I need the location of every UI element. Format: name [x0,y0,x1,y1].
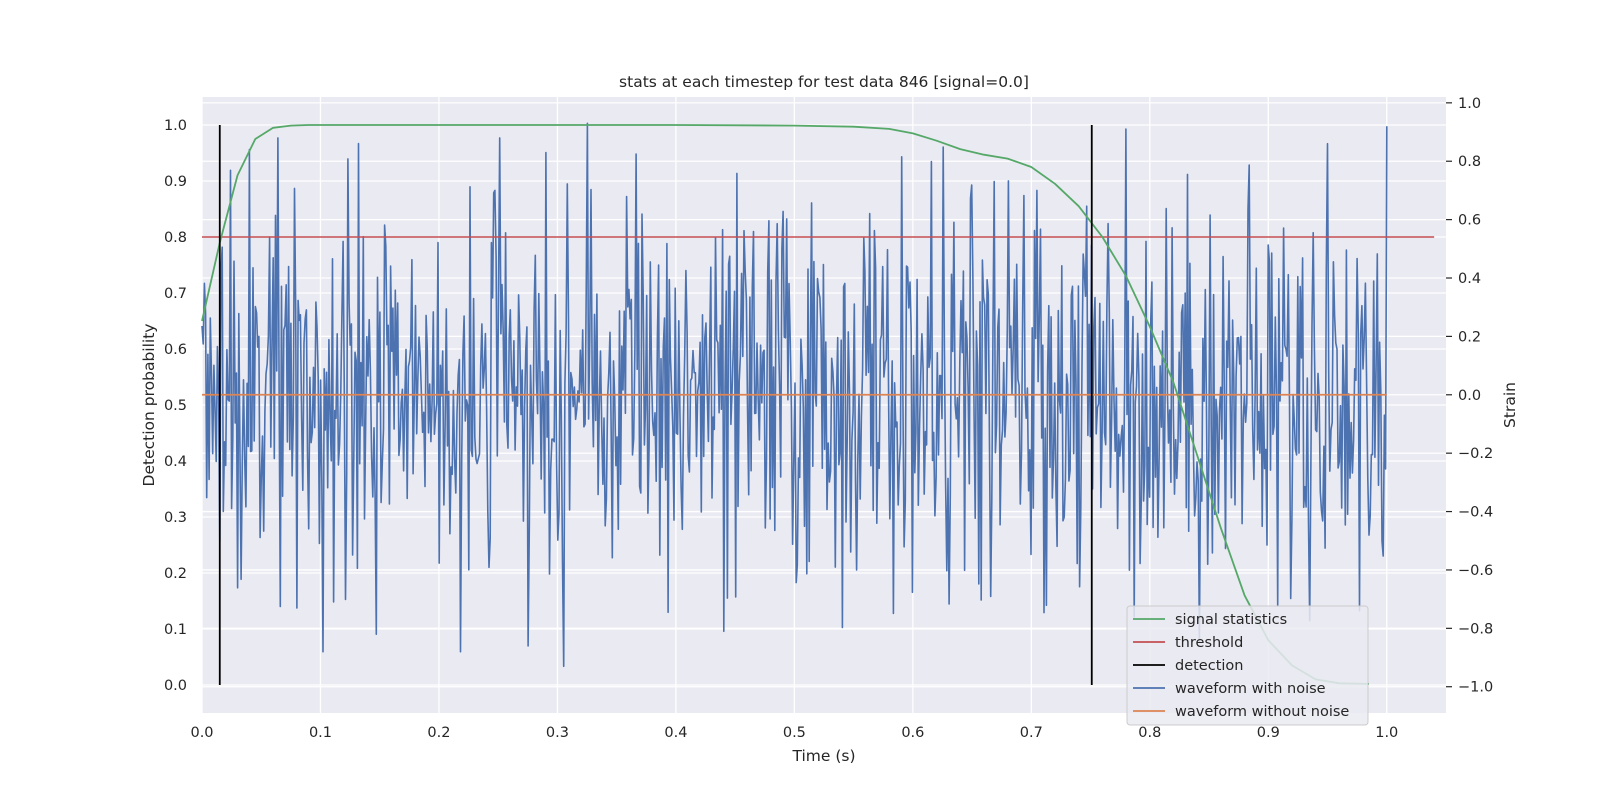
x-tick-label: 0.3 [546,725,569,741]
x-axis-label: Time (s) [791,747,855,765]
y-axis-right-label: Strain [1501,382,1519,428]
y-right-tick-label: −0.4 [1458,505,1493,521]
y-right-tick-label: −0.8 [1458,621,1493,637]
y-right-tick-label: −1.0 [1458,680,1493,696]
y-right-tick-label: 0.0 [1458,388,1481,404]
y-left-tick-label: 0.4 [164,454,187,470]
y-left-tick-label: 0.2 [164,566,187,582]
chart-title: stats at each timestep for test data 846… [619,73,1029,91]
legend-label: signal statistics [1175,612,1287,628]
y-right-tick-label: 0.6 [1458,213,1481,229]
y-right-tick-label: 0.8 [1458,154,1481,170]
y-left-tick-label: 0.1 [164,622,187,638]
legend-box [1126,605,1369,726]
x-tick-label: 0.0 [190,725,213,741]
y-left-tick-label: 0.6 [164,342,187,358]
y-left-tick-label: 0.7 [164,286,187,302]
series-layer [201,122,1435,685]
y-right-tick-label: −0.6 [1458,563,1493,579]
legend-label: waveform without noise [1175,704,1349,720]
x-tick-label: 0.2 [427,725,450,741]
x-tick-label: 0.9 [1257,725,1280,741]
y-right-tick-label: 1.0 [1458,96,1481,112]
legend: signal statistics threshold detection wavef… [1126,605,1369,726]
signal-statistics-line [201,124,1370,685]
x-tick-label: 0.7 [1020,725,1043,741]
y-left-tick-label: 0.0 [164,678,187,694]
x-tick-label: 0.8 [1138,725,1161,741]
legend-label: detection [1175,658,1243,674]
y-left-tick-label: 0.9 [164,174,187,190]
legend-label: threshold [1175,635,1243,651]
y-axis-left-label: Detection probability [140,324,158,487]
x-tick-label: 0.5 [783,725,806,741]
legend-label: waveform with noise [1175,681,1326,697]
waveform-with-noise-line [201,122,1388,668]
y-left-tick-label: 0.8 [164,230,187,246]
y-right-tick-label: −0.2 [1458,446,1493,462]
x-tick-label: 0.6 [901,725,924,741]
x-tick-label: 0.4 [664,725,687,741]
x-tick-label: 0.1 [309,725,332,741]
y-right-tick-label: 0.4 [1458,271,1481,287]
y-left-tick-label: 1.0 [164,118,187,134]
axes: 0.0 0.1 0.2 0.3 0.4 0.5 0.6 0.7 0.8 0.9 1.0 0.0 0.1 0… [164,96,1493,741]
y-right-tick-label: 0.2 [1458,329,1481,345]
y-left-tick-label: 0.3 [164,510,187,526]
y-left-tick-label: 0.5 [164,398,187,414]
x-tick-label: 1.0 [1375,725,1398,741]
